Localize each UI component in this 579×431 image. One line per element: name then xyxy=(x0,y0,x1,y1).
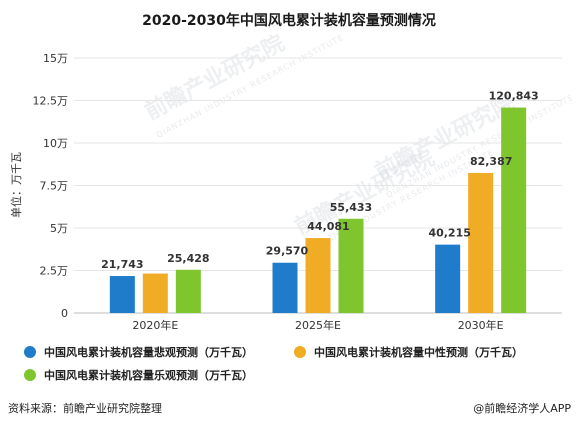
x-tick-label: 2025年E xyxy=(295,318,341,332)
data-labels: 21,743 25,428 29,570 44,081 55,433 40,215 82,3… xyxy=(101,90,539,271)
y-tick-label: 15万 xyxy=(43,52,68,65)
y-tick-label: 2.5万 xyxy=(40,265,69,278)
legend-swatch xyxy=(294,346,306,358)
bar xyxy=(305,238,331,313)
data-label: 55,433 xyxy=(330,201,372,214)
y-tick-label: 12.5万 xyxy=(33,95,69,108)
data-label: 40,215 xyxy=(428,227,470,240)
y-tick-label: 7.5万 xyxy=(40,180,69,193)
bar xyxy=(175,269,201,313)
y-axis-ticks: 0 2.5万 5万 7.5万 10万 12.5万 15万 xyxy=(33,52,69,320)
chart-title: 2020-2030年中国风电累计装机容量预测情况 xyxy=(142,12,436,29)
data-label: 82,387 xyxy=(470,155,512,168)
data-label: 25,428 xyxy=(167,252,209,265)
bar xyxy=(435,244,461,313)
bar xyxy=(142,273,168,313)
bar xyxy=(468,172,494,313)
data-label: 21,743 xyxy=(101,258,143,271)
legend-label: 中国风电累计装机容量悲观预测（万千瓦） xyxy=(44,345,253,359)
bars xyxy=(109,107,527,314)
data-label: 120,843 xyxy=(489,90,539,103)
legend-label: 中国风电累计装机容量乐观预测（万千瓦） xyxy=(44,368,253,382)
bar xyxy=(109,276,135,313)
bar xyxy=(272,262,298,313)
data-label: 29,570 xyxy=(266,245,309,258)
bar xyxy=(338,218,364,313)
legend: 中国风电累计装机容量悲观预测（万千瓦） 中国风电累计装机容量中性预测（万千瓦） 中国… xyxy=(24,345,523,382)
x-tick-label: 2020年E xyxy=(132,318,178,332)
x-axis-ticks: 2020年E 2025年E 2030年E xyxy=(132,318,503,332)
brand-note: @前瞻经济学人APP xyxy=(473,401,571,415)
y-tick-label: 10万 xyxy=(43,137,68,150)
data-label: 44,081 xyxy=(307,220,349,233)
legend-label: 中国风电累计装机容量中性预测（万千瓦） xyxy=(314,345,523,359)
bar xyxy=(501,107,527,314)
y-tick-label: 0 xyxy=(61,307,68,320)
x-tick-label: 2030年E xyxy=(458,318,504,332)
legend-swatch xyxy=(24,346,36,358)
source-note: 资料来源：前瞻产业研究院整理 xyxy=(8,401,162,415)
y-axis-label: 单位：万千瓦 xyxy=(9,152,23,218)
legend-swatch xyxy=(24,369,36,381)
y-tick-label: 5万 xyxy=(50,222,68,235)
